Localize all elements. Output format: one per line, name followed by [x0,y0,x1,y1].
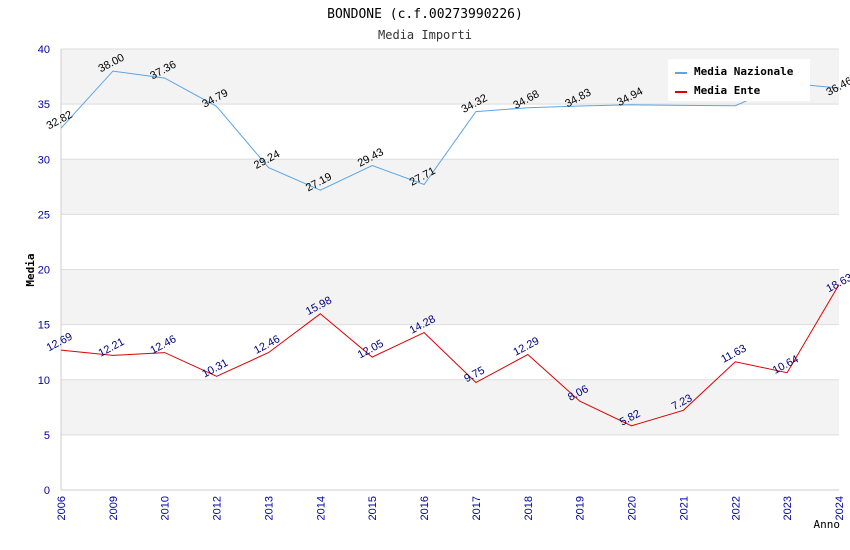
data-label: 10.31 [200,357,230,381]
chart-title: BONDONE (c.f.00273990226) [327,7,523,22]
y-tick-label: 5 [44,430,50,442]
data-label: 12.21 [96,336,126,360]
x-tick-label: 2009 [108,496,120,520]
legend-label-nazionale: Media Nazionale [694,65,794,78]
series-line [60,284,840,427]
series-line [60,70,840,191]
chart-subtitle: Media Importi [378,28,472,42]
data-label: 12.46 [148,333,178,357]
data-label: 11.63 [719,343,748,366]
x-tick-label: 2014 [315,496,327,520]
x-tick-label: 2018 [523,496,535,520]
y-tick-labels: 0 5 10 15 20 25 30 35 40 [38,44,50,497]
x-tick-label: 2015 [367,496,379,520]
y-tick-label: 35 [38,99,50,111]
legend-box [668,59,810,101]
y-tick-label: 0 [44,485,50,497]
y-tick-label: 30 [38,154,50,166]
y-tick-label: 15 [38,320,50,332]
x-tick-label: 2013 [263,496,275,520]
y-tick-label: 10 [38,375,50,387]
x-tick-label: 2024 [834,496,846,520]
x-tick-label: 2012 [212,496,224,520]
data-label: 10.64 [771,353,801,377]
legend-label-ente: Media Ente [694,84,761,97]
x-tick-label: 2019 [575,496,587,520]
x-tick-labels: 2006 2009 2010 2012 2013 2014 2015 2016 2017 2018… [56,496,846,520]
x-tick-label: 2016 [419,496,431,520]
x-tick-label: 2023 [782,496,794,520]
band [61,379,839,435]
x-tick-label: 2006 [56,496,68,520]
y-tick-label: 25 [38,209,50,221]
y-tick-label: 20 [38,265,50,277]
y-tick-label: 40 [38,44,50,56]
band [61,159,839,215]
x-tick-label: 2021 [678,496,690,520]
legend: Media Nazionale Media Ente [668,59,810,101]
x-tick-label: 2010 [160,496,172,520]
x-axis-label: Anno [814,518,841,531]
data-label: 12.05 [356,338,386,362]
x-tick-label: 2022 [730,496,742,520]
data-label: 32.82 [45,109,75,133]
x-tick-label: 2020 [627,496,639,520]
band [61,269,839,325]
y-axis-label: Media [24,253,37,286]
series-lines [60,70,840,427]
axes [60,49,839,491]
background-bands [61,49,839,435]
x-tick-label: 2017 [471,496,483,520]
